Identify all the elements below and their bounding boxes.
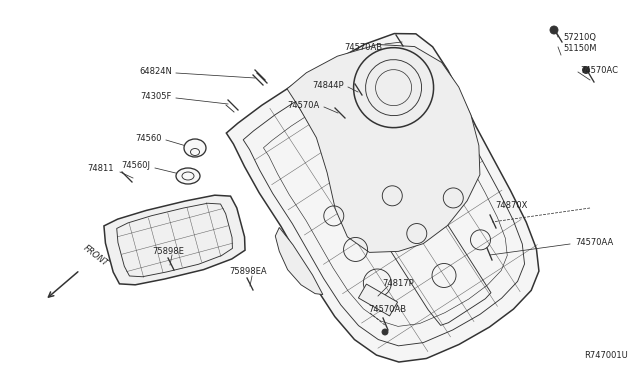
Text: 74870X: 74870X	[495, 201, 527, 209]
Text: 74560J: 74560J	[121, 160, 150, 170]
Text: 74560: 74560	[136, 134, 162, 142]
Ellipse shape	[176, 168, 200, 184]
Text: 74570AB: 74570AB	[368, 305, 406, 314]
Ellipse shape	[550, 26, 558, 34]
Text: 64824N: 64824N	[139, 67, 172, 76]
Ellipse shape	[184, 139, 206, 157]
Text: 74844P: 74844P	[312, 80, 344, 90]
Ellipse shape	[582, 67, 589, 74]
Text: 75898EA: 75898EA	[229, 267, 267, 276]
Text: FRONT: FRONT	[82, 243, 110, 268]
Polygon shape	[104, 195, 245, 285]
Polygon shape	[358, 284, 397, 316]
Text: 74570AC: 74570AC	[580, 65, 618, 74]
Text: 74570A: 74570A	[288, 100, 320, 109]
Text: 74305F: 74305F	[141, 92, 172, 100]
Text: R747001U: R747001U	[584, 351, 628, 360]
Text: 57210Q: 57210Q	[563, 32, 596, 42]
Text: 74811: 74811	[88, 164, 114, 173]
Polygon shape	[227, 33, 539, 362]
Text: 51150M: 51150M	[563, 44, 596, 52]
Text: 74817P: 74817P	[382, 279, 413, 288]
Polygon shape	[287, 45, 480, 252]
Text: 74570AA: 74570AA	[575, 237, 613, 247]
Text: 75898E: 75898E	[152, 247, 184, 256]
Ellipse shape	[382, 329, 388, 335]
Polygon shape	[275, 227, 323, 295]
Text: 74570AB: 74570AB	[344, 42, 382, 51]
